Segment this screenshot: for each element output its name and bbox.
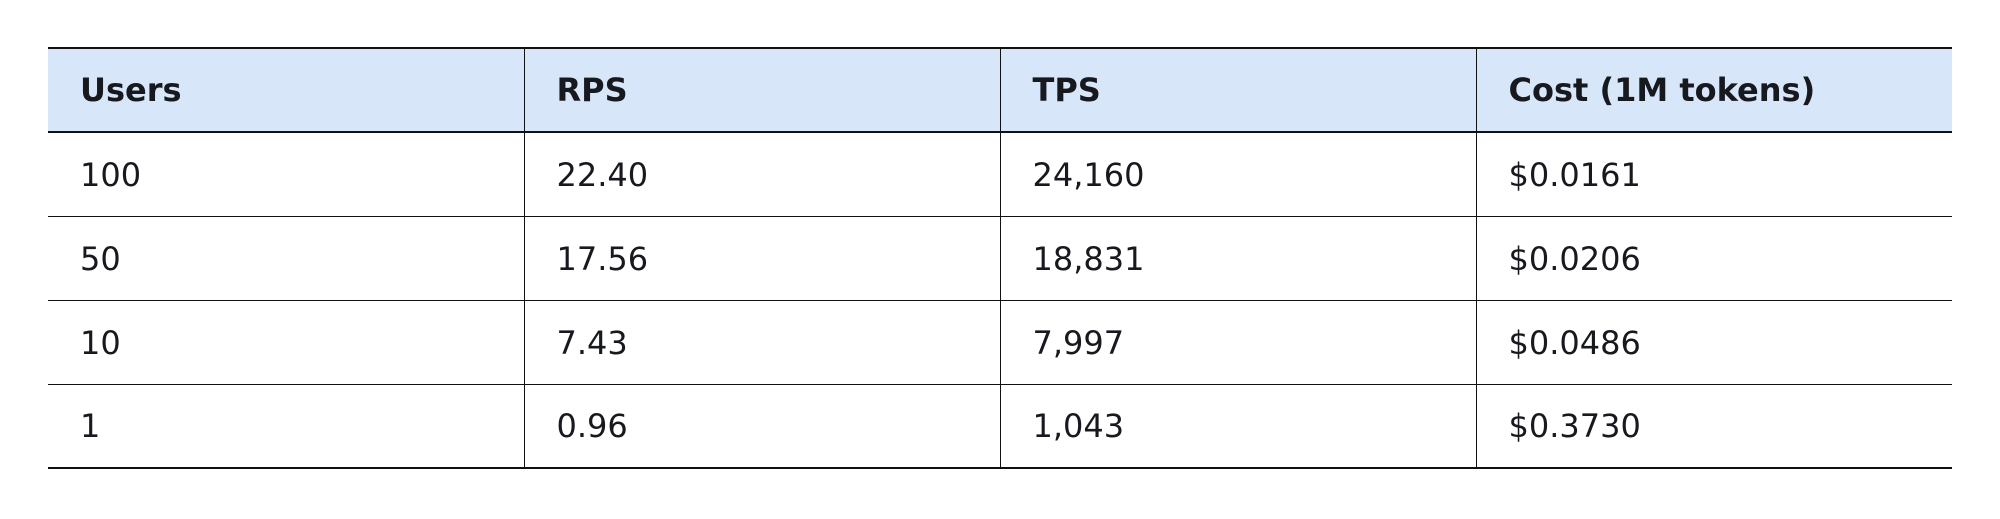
cell-users: 50 [48, 216, 524, 301]
cell-rps: 22.40 [523, 132, 1000, 217]
cell-tps: 18,831 [999, 216, 1476, 301]
cell-tps: 7,997 [999, 300, 1476, 385]
table-row: 10 7.43 7,997 $0.0486 [48, 300, 1952, 385]
cell-rps: 0.96 [523, 384, 1000, 469]
table-row: 50 17.56 18,831 $0.0206 [48, 216, 1952, 301]
column-header-cost: Cost (1M tokens) [1475, 47, 1952, 133]
cell-rps: 7.43 [523, 300, 1000, 385]
table-row: 1 0.96 1,043 $0.3730 [48, 384, 1952, 469]
performance-table: Users RPS TPS Cost (1M tokens) 100 22.40 24,1… [48, 47, 1952, 469]
cell-cost: $0.3730 [1475, 384, 1952, 469]
cell-tps: 24,160 [999, 132, 1476, 217]
column-header-rps: RPS [523, 47, 1000, 133]
table-header: Users RPS TPS Cost (1M tokens) [48, 47, 1952, 133]
table-header-row: Users RPS TPS Cost (1M tokens) [48, 47, 1952, 133]
cell-rps: 17.56 [523, 216, 1000, 301]
cell-users: 1 [48, 384, 524, 469]
cell-cost: $0.0206 [1475, 216, 1952, 301]
column-header-users: Users [48, 47, 524, 133]
cell-cost: $0.0486 [1475, 300, 1952, 385]
cell-tps: 1,043 [999, 384, 1476, 469]
column-header-tps: TPS [999, 47, 1476, 133]
table-row: 100 22.40 24,160 $0.0161 [48, 132, 1952, 217]
cell-users: 10 [48, 300, 524, 385]
table-body: 100 22.40 24,160 $0.0161 50 17.56 18,831 $0.020… [48, 132, 1952, 469]
cell-cost: $0.0161 [1475, 132, 1952, 217]
cell-users: 100 [48, 132, 524, 217]
